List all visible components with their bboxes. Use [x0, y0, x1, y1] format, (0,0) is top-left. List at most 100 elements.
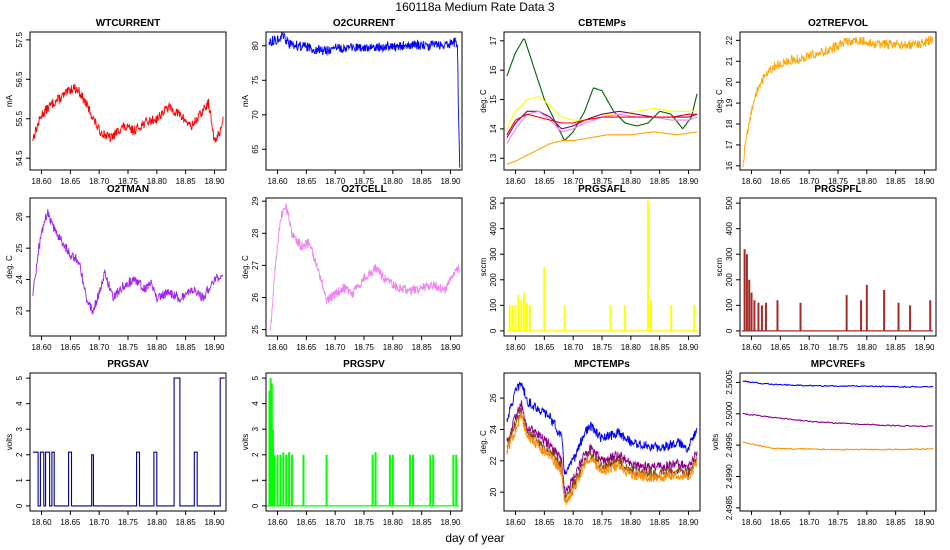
series-line-orange — [742, 441, 934, 451]
x-tick-label: 18.90 — [204, 177, 225, 186]
panel-title: O2TMAN — [107, 184, 149, 195]
panel-title: O2TCELL — [341, 184, 387, 195]
x-tick-label: 18.80 — [383, 177, 404, 186]
x-tick-label: 18.65 — [770, 518, 791, 527]
x-tick-label: 18.75 — [828, 177, 849, 186]
x-tick-label: 18.65 — [534, 518, 555, 527]
x-tick-label: 18.60 — [506, 343, 527, 352]
y-tick-label: 27 — [251, 260, 260, 269]
y-tick-label: 3 — [15, 426, 24, 431]
plot-frame — [265, 31, 463, 171]
y-axis-label: deg. C — [5, 255, 14, 279]
x-tick-label: 18.65 — [296, 518, 317, 527]
data-layer — [506, 200, 698, 332]
x-tick-label: 18.70 — [89, 343, 110, 352]
x-tick-label: 18.85 — [412, 343, 433, 352]
y-tick-label: 16 — [489, 65, 498, 74]
y-axis-label: deg. C — [479, 89, 488, 113]
panel-title: WTCURRENT — [96, 18, 160, 29]
x-tick-label: 18.85 — [886, 343, 907, 352]
y-tick-label: 25 — [15, 243, 24, 252]
x-tick-label: 18.75 — [828, 343, 849, 352]
x-tick-label: 18.60 — [506, 177, 527, 186]
y-tick-label: 200 — [489, 273, 498, 287]
data-layer — [742, 380, 934, 451]
x-tick-label: 18.85 — [650, 518, 671, 527]
data-layer — [506, 381, 698, 506]
x-tick-label: 18.85 — [412, 177, 433, 186]
data-layer — [32, 83, 224, 143]
x-tick-label: 18.80 — [383, 343, 404, 352]
panel-o2tman: O2TMAN 18.60 18.65 18.70 18.75 18.80 18.85 18.9… — [5, 184, 227, 352]
y-axis-label: volts — [711, 434, 720, 450]
x-tick-label: 18.90 — [440, 343, 461, 352]
x-tick-label: 18.90 — [914, 177, 935, 186]
panel-title: O2TREFVOL — [808, 18, 868, 29]
x-tick-label: 18.70 — [89, 177, 110, 186]
plot-frame — [29, 197, 227, 337]
y-tick-label: 400 — [725, 221, 734, 235]
x-tick-label: 18.80 — [857, 177, 878, 186]
y-tick-label: 26 — [15, 212, 24, 221]
x-tick-label: 18.60 — [268, 177, 289, 186]
x-tick-label: 18.80 — [857, 343, 878, 352]
y-tick-label: 300 — [489, 247, 498, 261]
y-tick-label: 200 — [725, 273, 734, 287]
series-line-orange — [506, 131, 698, 165]
x-tick-label: 18.75 — [592, 343, 613, 352]
x-tick-label: 18.80 — [147, 518, 168, 527]
y-tick-label: 54.5 — [15, 150, 24, 166]
x-tick-label: 18.65 — [296, 177, 317, 186]
panel-title: PRGSPV — [343, 359, 385, 370]
figure-title: 160118a Medium Rate Data 3 — [395, 0, 555, 14]
x-tick-label: 18.75 — [354, 177, 375, 186]
y-tick-label: 500 — [725, 196, 734, 210]
y-tick-label: 100 — [489, 298, 498, 312]
x-tick-label: 18.75 — [354, 343, 375, 352]
series-line-O2CURRENT — [268, 32, 461, 168]
series-line-blue — [506, 381, 698, 475]
x-tick-label: 18.65 — [770, 177, 791, 186]
y-tick-label: 22 — [489, 456, 498, 465]
y-tick-label: 4 — [251, 401, 260, 406]
y-tick-label: 300 — [725, 247, 734, 261]
y-tick-label: 2.4995 — [725, 432, 734, 457]
x-tick-label: 18.60 — [268, 518, 289, 527]
y-tick-label: 2.4990 — [725, 464, 734, 489]
x-tick-label: 18.90 — [914, 343, 935, 352]
x-tick-label: 18.75 — [118, 518, 139, 527]
x-tick-label: 18.60 — [742, 518, 763, 527]
y-axis-label: deg. C — [715, 89, 724, 113]
panel-title: O2CURRENT — [333, 18, 395, 29]
series-line-PRGSAV — [32, 377, 225, 507]
x-tick-label: 18.90 — [204, 518, 225, 527]
y-tick-label: 500 — [489, 196, 498, 210]
x-tick-label: 18.70 — [799, 343, 820, 352]
y-tick-label: 4 — [15, 401, 24, 406]
x-tick-label: 18.70 — [563, 343, 584, 352]
series-line-darkgreen — [506, 38, 698, 141]
x-tick-label: 18.75 — [592, 518, 613, 527]
data-layer — [32, 208, 224, 315]
series-line-red — [506, 113, 698, 136]
series-line-O2TREFVOL — [742, 35, 934, 168]
y-tick-label: 3 — [251, 426, 260, 431]
panel-prgsafl: PRGSAFL 18.60 18.65 18.70 18.75 18.80 18.85 18.… — [479, 184, 701, 352]
x-tick-label: 18.65 — [296, 343, 317, 352]
y-tick-label: 24 — [15, 275, 24, 284]
y-tick-label: 20 — [489, 487, 498, 496]
y-tick-label: 18 — [725, 119, 734, 128]
x-tick-label: 18.90 — [914, 518, 935, 527]
panel-title: MPCVREFs — [811, 359, 866, 370]
y-tick-label: 2 — [15, 452, 24, 457]
y-tick-label: 21 — [725, 56, 734, 65]
y-tick-label: 17 — [725, 140, 734, 149]
x-tick-label: 18.90 — [678, 177, 699, 186]
panel-o2tcell: O2TCELL 18.60 18.65 18.70 18.75 18.80 18.85 18.… — [241, 184, 463, 352]
y-axis-label: volts — [241, 434, 250, 450]
y-tick-label: 2 — [251, 452, 260, 457]
series-line-O2TMAN — [32, 208, 224, 315]
data-layer — [32, 377, 225, 507]
y-tick-label: 22 — [725, 35, 734, 44]
